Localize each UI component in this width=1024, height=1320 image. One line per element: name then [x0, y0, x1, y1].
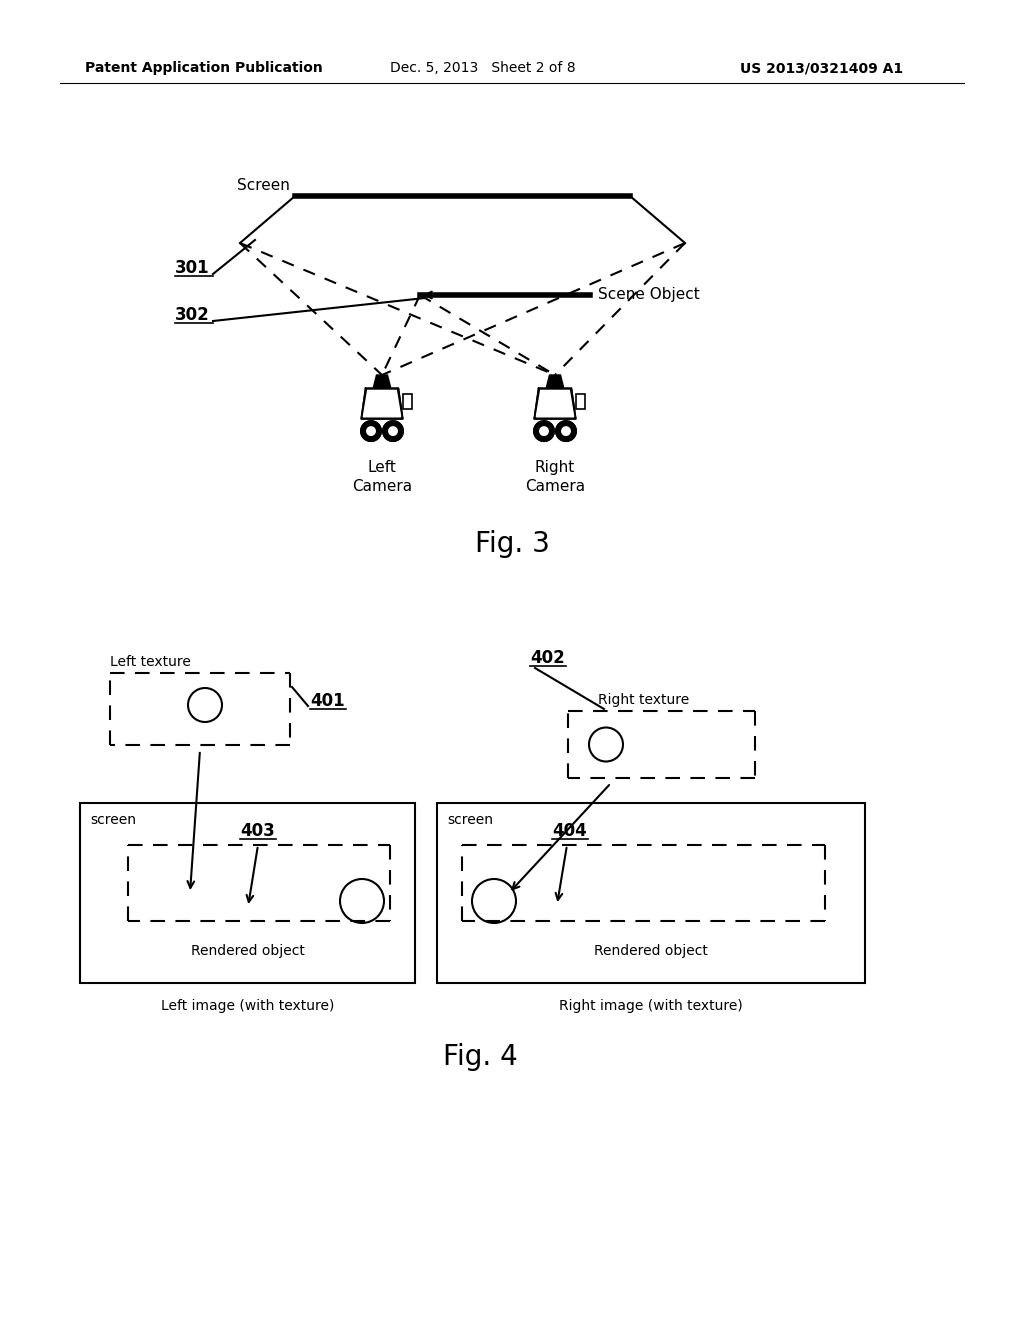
Circle shape	[561, 426, 571, 436]
Circle shape	[366, 426, 376, 436]
Text: 301: 301	[175, 259, 210, 277]
Text: US 2013/0321409 A1: US 2013/0321409 A1	[740, 61, 903, 75]
Circle shape	[535, 421, 554, 441]
Polygon shape	[361, 388, 402, 418]
Text: screen: screen	[90, 813, 136, 828]
Text: 402: 402	[530, 649, 565, 667]
Text: Scene Object: Scene Object	[598, 288, 699, 302]
Text: Left texture: Left texture	[110, 655, 190, 669]
Text: Rendered object: Rendered object	[190, 944, 304, 958]
Text: 403: 403	[240, 822, 274, 840]
Text: Right image (with texture): Right image (with texture)	[559, 999, 742, 1012]
Polygon shape	[373, 375, 391, 388]
Text: Left image (with texture): Left image (with texture)	[161, 999, 334, 1012]
Bar	[575, 393, 585, 409]
Circle shape	[383, 421, 402, 441]
Circle shape	[535, 421, 554, 441]
Circle shape	[383, 421, 402, 441]
Text: Left
Camera: Left Camera	[352, 459, 412, 494]
Polygon shape	[364, 391, 400, 417]
Text: Dec. 5, 2013   Sheet 2 of 8: Dec. 5, 2013 Sheet 2 of 8	[390, 61, 575, 75]
Text: 404: 404	[552, 822, 587, 840]
Text: Fig. 3: Fig. 3	[474, 531, 550, 558]
Polygon shape	[546, 375, 564, 388]
Polygon shape	[535, 388, 575, 418]
Polygon shape	[537, 391, 573, 417]
Text: Screen: Screen	[238, 178, 290, 193]
Bar	[437, 803, 865, 983]
Text: 302: 302	[175, 306, 210, 323]
Circle shape	[556, 421, 575, 441]
Text: Patent Application Publication: Patent Application Publication	[85, 61, 323, 75]
Bar	[80, 803, 415, 983]
Bar	[402, 393, 412, 409]
Text: Fig. 4: Fig. 4	[442, 1043, 517, 1071]
Circle shape	[539, 426, 549, 436]
Text: screen: screen	[447, 813, 493, 828]
Text: Right
Camera: Right Camera	[525, 459, 585, 494]
Text: Right texture: Right texture	[598, 693, 689, 708]
Circle shape	[361, 421, 381, 441]
Circle shape	[556, 421, 575, 441]
Circle shape	[361, 421, 381, 441]
Text: 401: 401	[310, 692, 345, 710]
Circle shape	[388, 426, 398, 436]
Text: Rendered object: Rendered object	[594, 944, 708, 958]
